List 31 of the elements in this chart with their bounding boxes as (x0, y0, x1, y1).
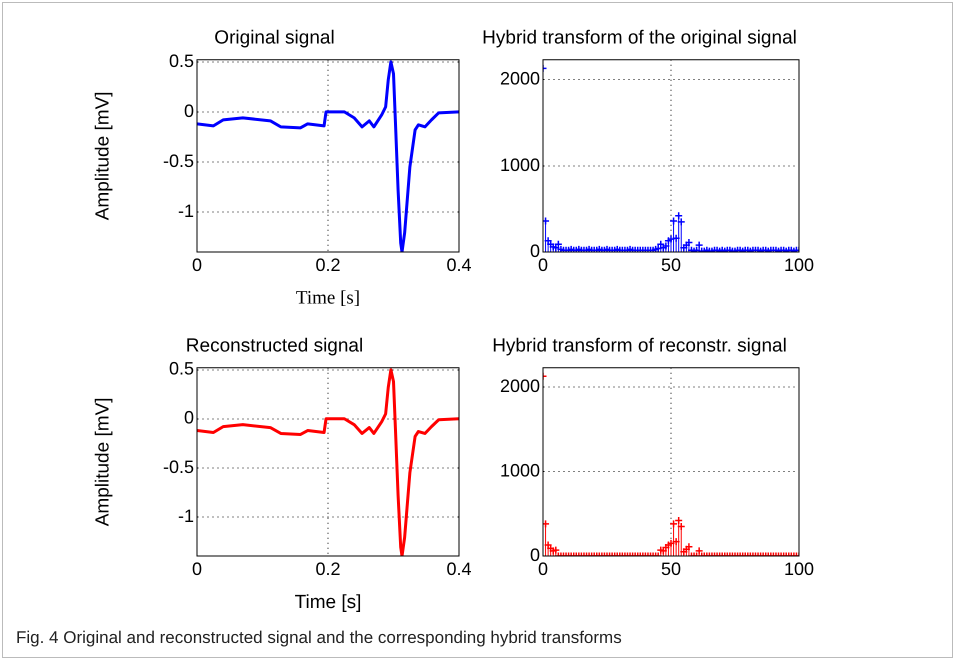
y-tick-label: 0.5 (168, 358, 194, 379)
y-tick-label: 2000 (500, 68, 540, 89)
y-tick-label: 0 (530, 544, 540, 565)
x-tick-label: 50 (660, 254, 682, 275)
x-axis-title: Time [s] (294, 592, 362, 613)
y-tick-label: -1 (178, 200, 194, 221)
x-tick-label: 50 (660, 558, 682, 579)
y-axis-title: Amplitude [mV] (92, 397, 114, 526)
y-tick-label: -0.5 (162, 456, 194, 477)
y-tick-label: 0.5 (168, 50, 194, 71)
y-tick-label: 1000 (500, 154, 540, 175)
x-tick-label: 0.4 (446, 558, 472, 579)
chart-title: Hybrid transform of reconstr. signal (492, 336, 787, 357)
y-tick-label: 0 (184, 408, 194, 428)
y-tick-label: -0.5 (162, 150, 194, 171)
y-tick-label: 0 (530, 240, 540, 261)
chart-title: Hybrid transform of the original signal (482, 28, 797, 49)
y-tick-label: -1 (178, 506, 194, 526)
x-tick-label: 100 (784, 254, 814, 275)
x-tick-label: 0.2 (315, 558, 341, 579)
chart-title: Original signal (214, 28, 335, 49)
x-tick-label: 0.4 (446, 254, 472, 275)
x-axis-title: Time [s] (296, 288, 360, 309)
chart-title: Reconstructed signal (186, 336, 364, 357)
y-tick-label: 0 (184, 100, 194, 121)
y-tick-label: 2000 (500, 376, 540, 396)
caption: Fig. 4 Original and reconstructed signal and the corresponding hybrid transforms (16, 628, 622, 648)
x-tick-label: 100 (784, 558, 814, 579)
y-tick-label: 1000 (500, 460, 540, 481)
x-tick-label: 0.2 (315, 254, 341, 275)
y-axis-title: Amplitude [mV] (92, 91, 114, 220)
